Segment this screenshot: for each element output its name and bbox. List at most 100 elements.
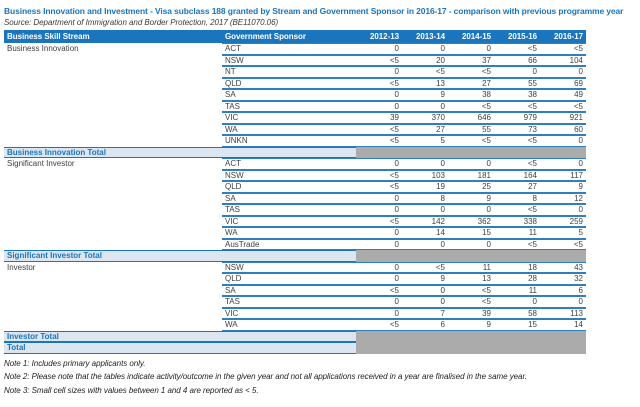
stream-empty-cell [4, 239, 222, 251]
value-cell: 0 [356, 158, 402, 170]
value-cell: 13 [448, 273, 494, 285]
stream-label-cell: Investor [7, 262, 36, 272]
value-cell: 25 [448, 181, 494, 193]
data-row: SA 0 9 38 38 49 [4, 89, 586, 101]
value-cell: 39 [448, 307, 494, 319]
data-row: NSW <5 20 37 66 104 [4, 54, 586, 66]
sponsor-cell: VIC [222, 215, 356, 227]
value-cell: 0 [356, 204, 402, 216]
sponsor-cell: TAS [222, 204, 356, 216]
column-header-2014-15: 2014-15 [448, 30, 494, 43]
value-cell: 646 [448, 112, 494, 124]
table-header-row: Business Skill Stream Government Sponsor 2… [4, 30, 586, 43]
value-cell: 0 [402, 100, 448, 112]
stream-empty-cell [4, 285, 222, 297]
data-row: TAS 0 0 <5 <5 <5 [4, 100, 586, 112]
sponsor-cell: VIC [222, 112, 356, 124]
stream-empty-cell [4, 204, 222, 216]
value-cell: <5 [402, 261, 448, 273]
value-cell: 979 [494, 112, 540, 124]
notes-section: Note 1: Includes primary applicants only… [4, 359, 640, 395]
data-row: VIC 0 7 39 58 113 [4, 307, 586, 319]
column-header-2015-16: 2015-16 [494, 30, 540, 43]
data-row: UNKN <5 5 <5 <5 0 [4, 135, 586, 147]
column-header-business-skill-stream: Business Skill Stream [4, 30, 222, 43]
value-cell: 9 [448, 319, 494, 331]
value-cell: 0 [448, 43, 494, 55]
value-cell: 0 [402, 158, 448, 170]
data-row: QLD <5 13 27 55 69 [4, 77, 586, 89]
stream-empty-cell [4, 89, 222, 101]
value-cell: 0 [448, 158, 494, 170]
value-cell: <5 [540, 238, 586, 250]
value-cell: 0 [402, 43, 448, 55]
sponsor-cell: SA [222, 192, 356, 204]
value-cell: 0 [356, 227, 402, 239]
value-cell: <5 [402, 66, 448, 78]
value-cell: 11 [494, 227, 540, 239]
note-2: Note 2: Please note that the tables indi… [4, 372, 527, 381]
value-cell: 6 [402, 319, 448, 331]
value-cell: <5 [448, 100, 494, 112]
sponsor-cell: WA [222, 123, 356, 135]
value-cell: 117 [540, 169, 586, 181]
value-cell: <5 [494, 238, 540, 250]
total-row-label: Significant Investor Total [4, 250, 356, 262]
stream-empty-cell [4, 124, 222, 136]
table-body: Business Innovation ACT 0 0 0 <5 <5 NSW <5 20 37 66… [4, 43, 586, 354]
value-cell: 43 [540, 261, 586, 273]
stream-empty-cell [4, 181, 222, 193]
sponsor-cell: TAS [222, 100, 356, 112]
data-row: SA 0 8 9 8 12 [4, 192, 586, 205]
value-cell: 0 [402, 296, 448, 308]
data-row: WA <5 27 55 73 60 [4, 123, 586, 136]
value-cell: 38 [448, 89, 494, 101]
data-row: TAS 0 0 <5 0 0 [4, 296, 586, 308]
value-cell: 0 [356, 261, 402, 273]
column-header-2013-14: 2013-14 [402, 30, 448, 43]
sponsor-cell: QLD [222, 181, 356, 193]
stream-empty-cell [4, 193, 222, 205]
value-cell: <5 [356, 169, 402, 181]
value-cell: <5 [356, 54, 402, 66]
value-cell: 0 [540, 204, 586, 216]
stream-empty-cell [4, 273, 222, 285]
data-row: TAS 0 0 0 <5 0 [4, 204, 586, 216]
sponsor-cell: TAS [222, 296, 356, 308]
value-cell: <5 [540, 100, 586, 112]
visa-grants-table: Business Skill Stream Government Sponsor 2… [4, 30, 586, 354]
sponsor-cell: UNKN [222, 135, 356, 147]
value-cell: <5 [494, 204, 540, 216]
value-cell: 32 [540, 273, 586, 285]
total-row: Business Innovation Total [4, 146, 586, 158]
value-cell: <5 [448, 296, 494, 308]
data-row: Business Innovation ACT 0 0 0 <5 <5 [4, 43, 586, 55]
value-cell: 0 [356, 238, 402, 250]
value-cell: 37 [448, 54, 494, 66]
value-cell: 9 [540, 181, 586, 193]
value-cell: 181 [448, 169, 494, 181]
sponsor-cell: QLD [222, 273, 356, 285]
value-cell: <5 [448, 66, 494, 78]
sponsor-cell: VIC [222, 307, 356, 319]
report-source-line: Source: Department of Immigration and Bo… [4, 18, 279, 27]
stream-label-cell: Business Innovation [7, 44, 79, 54]
value-cell: 921 [540, 112, 586, 124]
value-cell: 338 [494, 215, 540, 227]
value-cell: 0 [356, 100, 402, 112]
total-row-blank-values [356, 250, 586, 262]
value-cell: 27 [494, 181, 540, 193]
sponsor-cell: NSW [222, 261, 356, 273]
value-cell: 259 [540, 215, 586, 227]
value-cell: 0 [494, 66, 540, 78]
value-cell: 13 [402, 77, 448, 89]
sponsor-cell: SA [222, 89, 356, 101]
value-cell: 14 [540, 319, 586, 331]
value-cell: 5 [540, 227, 586, 239]
value-cell: 9 [402, 89, 448, 101]
value-cell: <5 [494, 100, 540, 112]
note-1: Note 1: Includes primary applicants only… [4, 358, 146, 368]
value-cell: 370 [402, 112, 448, 124]
data-row: NT 0 <5 <5 0 0 [4, 66, 586, 78]
value-cell: 73 [494, 123, 540, 135]
